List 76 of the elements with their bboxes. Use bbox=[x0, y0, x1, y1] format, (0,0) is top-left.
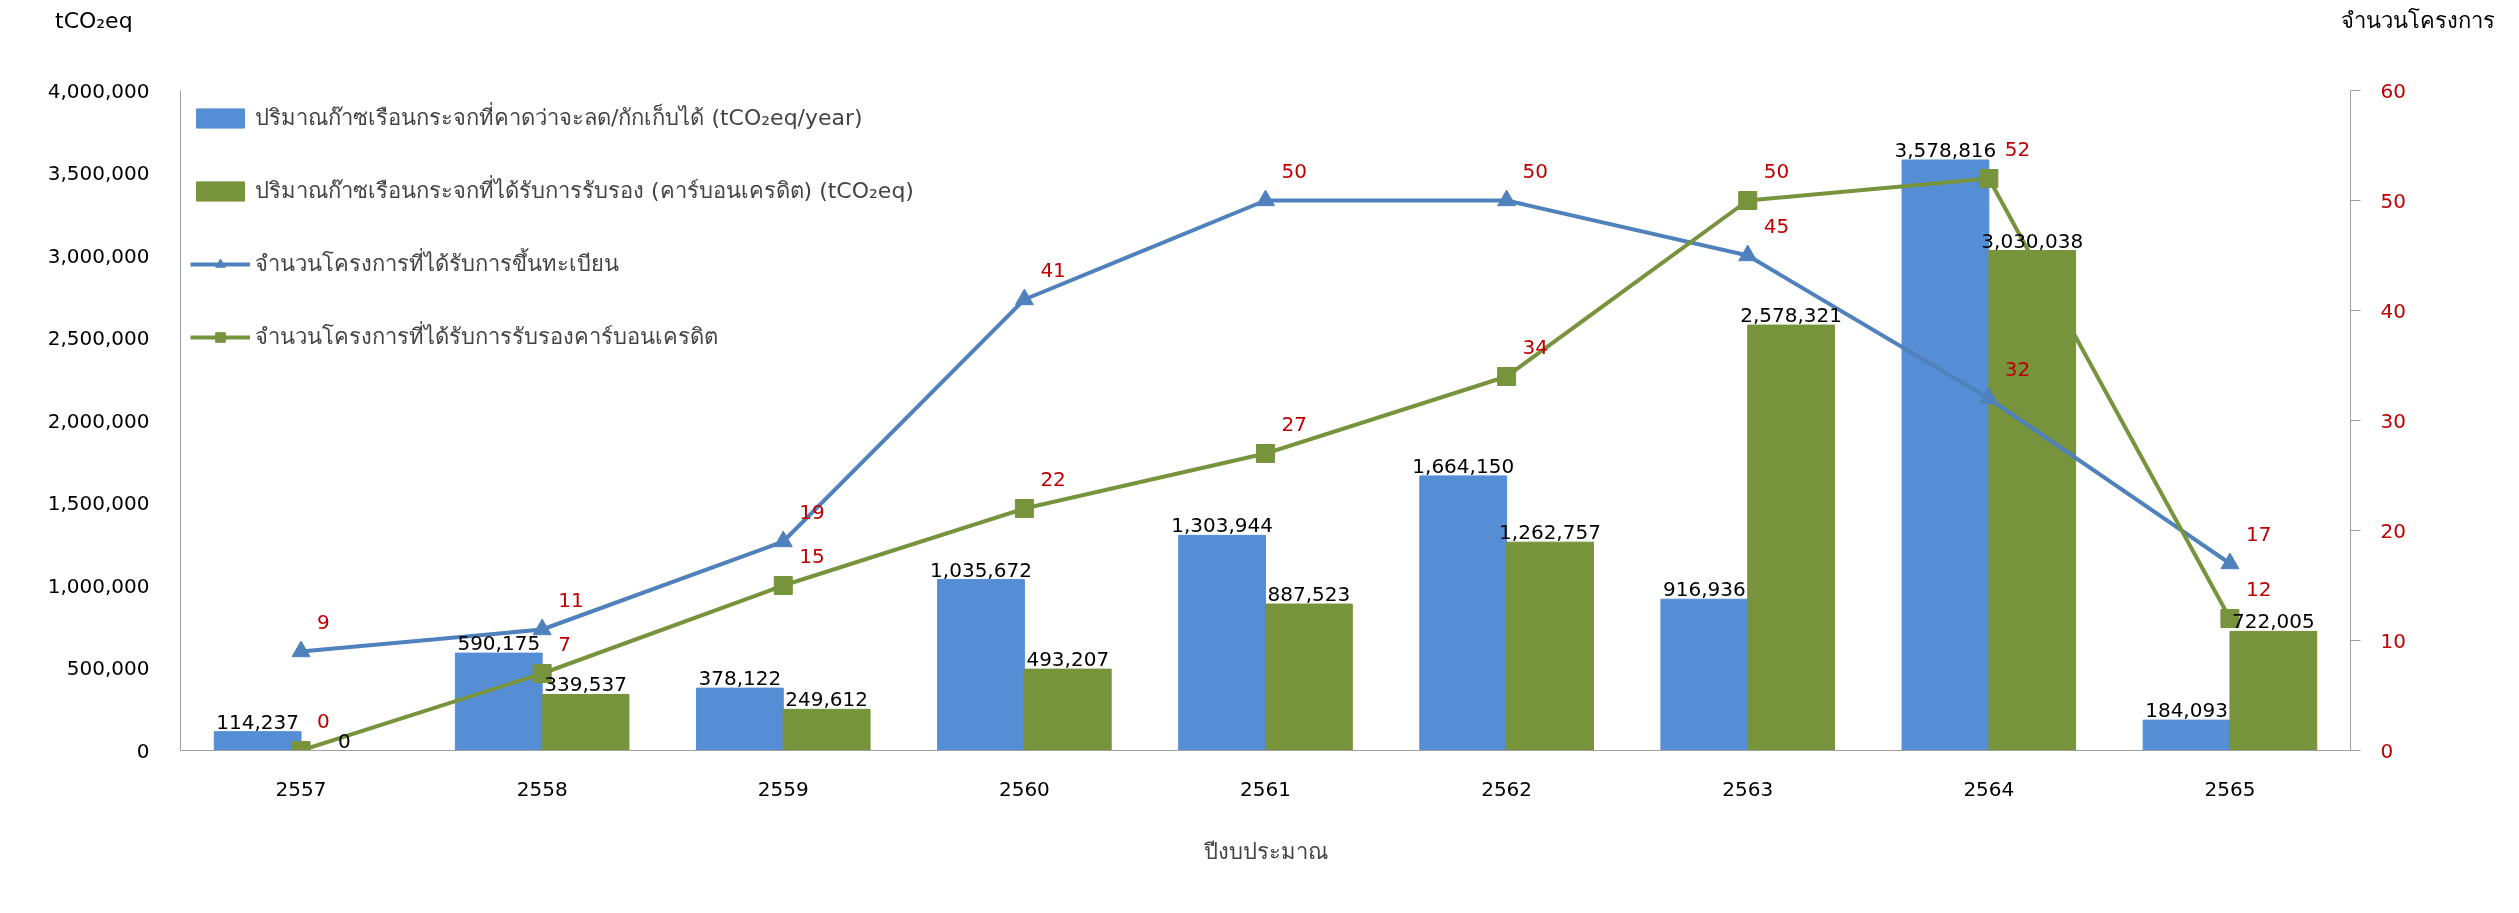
bar bbox=[213, 731, 302, 751]
data-label: 34 bbox=[1522, 334, 1549, 359]
data-label: 7 bbox=[558, 631, 571, 656]
data-label: 0 bbox=[317, 708, 330, 733]
y2-tick-label: 30 bbox=[2380, 408, 2406, 433]
bar bbox=[1178, 534, 1266, 751]
bar bbox=[1747, 324, 1836, 751]
x-tick-label: 2564 bbox=[1963, 776, 2015, 801]
y-tick-label: 3,500,000 bbox=[47, 161, 150, 185]
data-label: 590,175 bbox=[457, 631, 541, 656]
data-label: 2,578,321 bbox=[1740, 303, 1843, 328]
data-label: 1,303,944 bbox=[1171, 513, 1273, 538]
y-axis-title: tCO₂eq bbox=[54, 7, 133, 35]
x-tick-label: 2562 bbox=[1481, 776, 1533, 801]
legend-label: จำนวนโครงการที่ได้รับการขึ้นทะเบียน bbox=[255, 247, 619, 278]
data-label: 32 bbox=[2004, 356, 2031, 381]
y2-tick-label: 60 bbox=[2380, 78, 2406, 103]
data-label: 249,612 bbox=[785, 687, 869, 712]
y-tick-label: 2,000,000 bbox=[47, 408, 150, 433]
bar bbox=[1660, 598, 1749, 751]
data-label: 1,664,150 bbox=[1412, 453, 1515, 478]
bar bbox=[695, 687, 784, 751]
x-tick-label: 2560 bbox=[998, 776, 1050, 801]
data-label: 50 bbox=[1763, 158, 1790, 183]
data-label: 50 bbox=[1522, 158, 1549, 183]
legend-label: จำนวนโครงการที่ได้รับการรับรองคาร์บอนเครดิต bbox=[255, 320, 718, 351]
x-axis-title: ปีงบประมาณ bbox=[1202, 838, 1328, 864]
data-label: 9 bbox=[317, 609, 330, 634]
data-label: 184,093 bbox=[2145, 698, 2228, 723]
data-label: 52 bbox=[2004, 136, 2031, 161]
x-tick-label: 2559 bbox=[757, 776, 809, 801]
data-label: 12 bbox=[2245, 576, 2272, 601]
y-tick-label: 1,000,000 bbox=[47, 573, 150, 598]
x-tick-label: 2565 bbox=[2204, 776, 2256, 801]
bar bbox=[782, 708, 871, 751]
y2-tick-label: 0 bbox=[2380, 738, 2394, 763]
data-label: 1,035,672 bbox=[930, 557, 1032, 582]
y-tick-label: 2,500,000 bbox=[47, 326, 150, 350]
y-tick-label: 500,000 bbox=[66, 656, 150, 680]
y2-tick-label: 40 bbox=[2380, 298, 2406, 323]
data-label: 11 bbox=[558, 587, 584, 612]
y-tick-label: 3,000,000 bbox=[47, 243, 150, 268]
y2-axis-title: จำนวนโครงการ bbox=[2341, 7, 2496, 35]
data-label: 887,523 bbox=[1267, 582, 1351, 607]
x-tick-label: 2558 bbox=[516, 776, 568, 801]
bar bbox=[1506, 541, 1594, 751]
bar bbox=[2142, 719, 2231, 751]
data-label: 50 bbox=[1281, 158, 1307, 183]
bar bbox=[454, 652, 543, 751]
y2-tick-label: 50 bbox=[2380, 188, 2406, 213]
legend-label: ปริมาณก๊าซเรือนกระจกที่ได้รับการรับรอง (คาร์บอนเครดิต) (tCO₂eq) bbox=[255, 174, 914, 205]
bar bbox=[1023, 668, 1112, 751]
data-label: 339,537 bbox=[544, 672, 627, 697]
data-label: 41 bbox=[1040, 257, 1066, 282]
bar bbox=[937, 579, 1025, 751]
data-label: 3,578,816 bbox=[1894, 138, 1997, 162]
x-tick-label: 2557 bbox=[275, 776, 327, 801]
y-tick-label: 4,000,000 bbox=[47, 78, 150, 103]
y-tick-label: 1,500,000 bbox=[47, 491, 150, 515]
x-tick-label: 2561 bbox=[1240, 776, 1291, 801]
data-label: 493,207 bbox=[1026, 647, 1110, 672]
y2-tick-label: 10 bbox=[2380, 628, 2406, 653]
data-label: 17 bbox=[2245, 521, 2272, 546]
legend-label: ปริมาณก๊าซเรือนกระจกที่คาดว่าจะลด/กักเก็บได้ (tCO₂eq/year) bbox=[255, 101, 863, 132]
data-label: 916,936 bbox=[1662, 577, 1746, 602]
data-label: 27 bbox=[1281, 411, 1307, 436]
x-tick-label: 2563 bbox=[1722, 776, 1774, 801]
data-label: 15 bbox=[799, 543, 825, 568]
y-tick-label: 0 bbox=[136, 738, 150, 763]
y2-tick-label: 20 bbox=[2380, 518, 2406, 543]
data-label: 22 bbox=[1040, 466, 1066, 491]
bar bbox=[541, 693, 630, 751]
data-label: 378,122 bbox=[698, 666, 782, 691]
data-label: 114,237 bbox=[216, 709, 300, 734]
data-label: 45 bbox=[1763, 213, 1790, 238]
bar bbox=[1265, 603, 1353, 751]
